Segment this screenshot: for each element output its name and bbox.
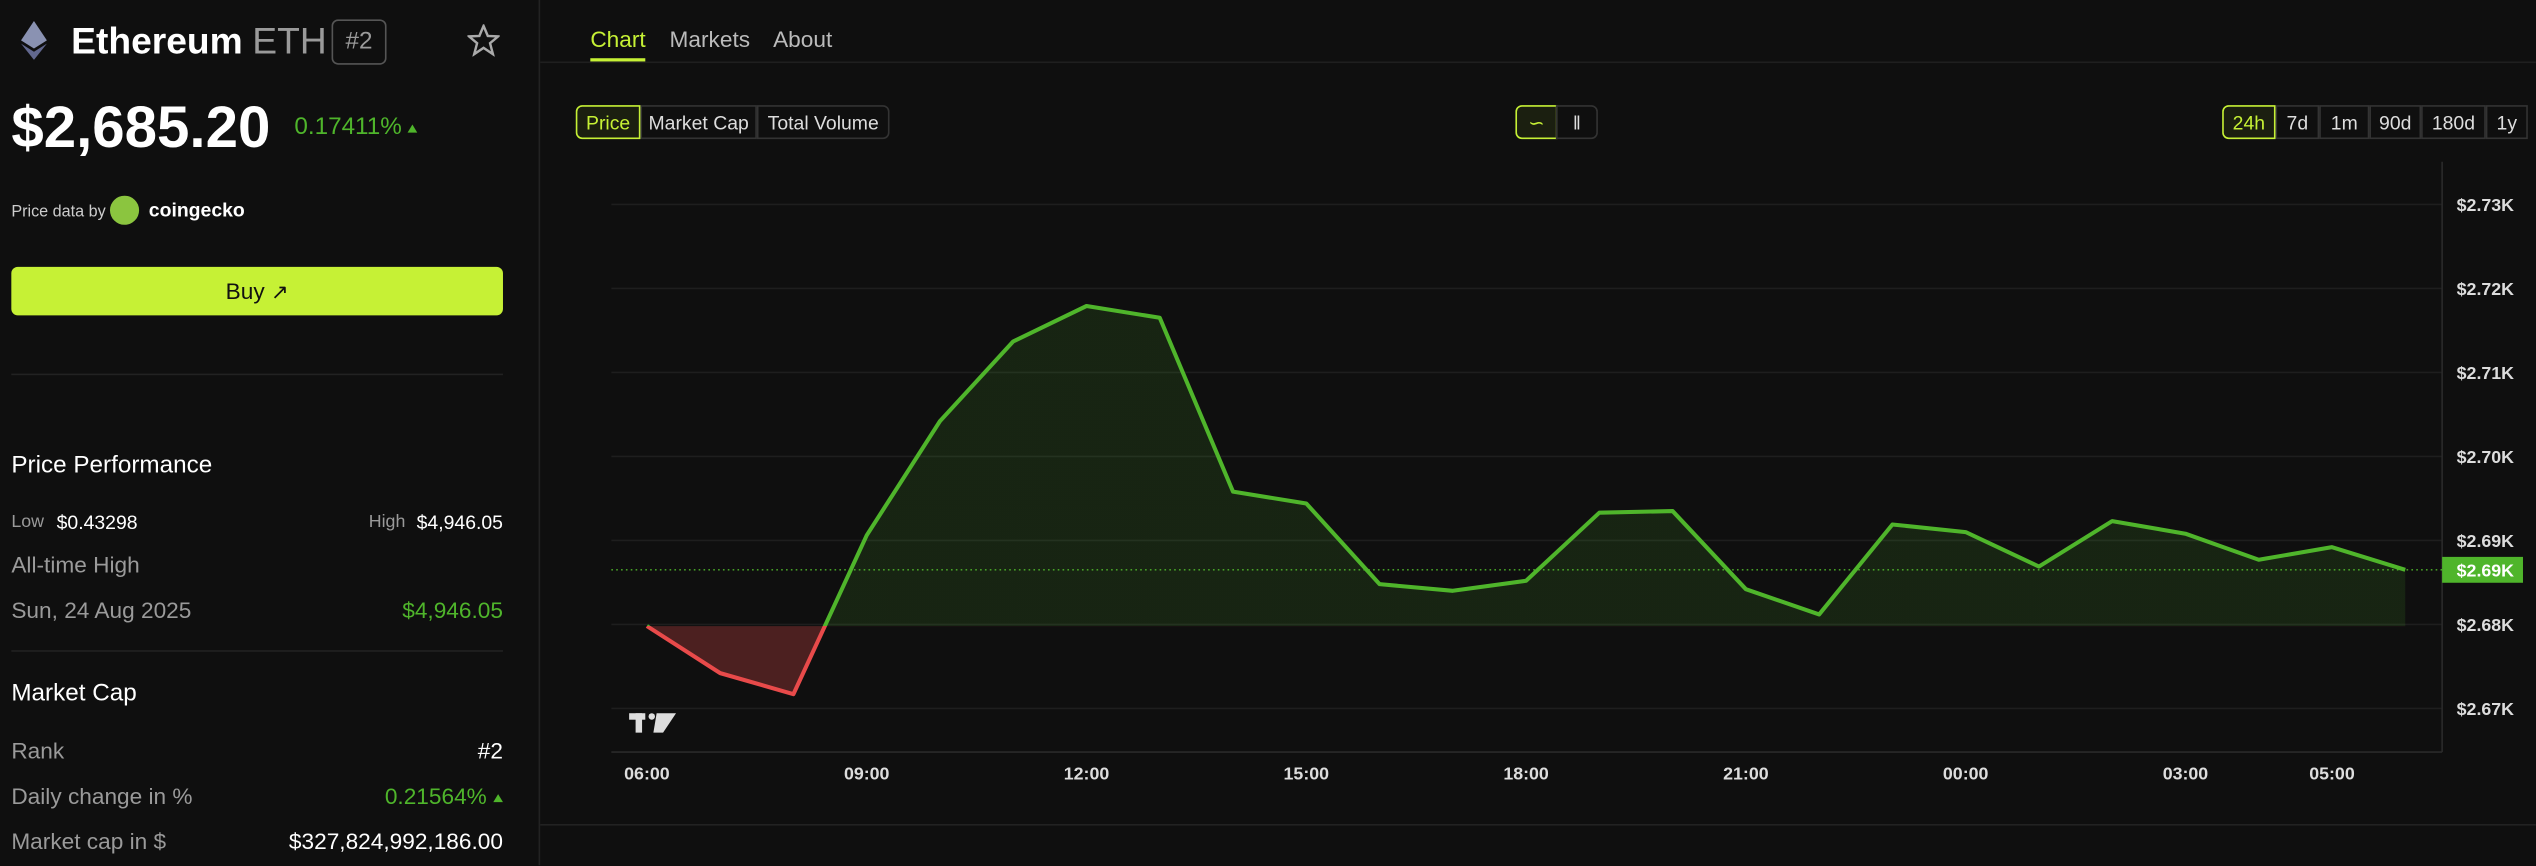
favorite-star[interactable] — [467, 24, 500, 57]
x-tick-label: 09:00 — [844, 764, 890, 784]
y-tick-label: $2.67K — [2457, 699, 2514, 719]
sidebar-border — [538, 0, 541, 866]
range-button[interactable]: 90d — [2369, 105, 2422, 140]
row-label: Market cap in $ — [11, 828, 167, 854]
x-tick-label: 21:00 — [1723, 764, 1769, 784]
tab[interactable]: Markets — [669, 25, 751, 52]
x-tick-label: 06:00 — [624, 764, 670, 784]
source-label: Price data by — [11, 203, 106, 222]
section-title: Price Performance — [11, 451, 213, 479]
high-label: High — [368, 512, 406, 533]
candle-chart-toggle[interactable]: ‖ — [1555, 105, 1598, 140]
x-tick-label: 03:00 — [2163, 764, 2209, 784]
row-value: #2 — [477, 737, 503, 764]
coin-name: Ethereum — [71, 19, 243, 62]
y-tick-label: $2.72K — [2457, 279, 2514, 299]
area — [646, 305, 2406, 695]
tab-underline — [590, 58, 646, 62]
eth-logo — [21, 21, 47, 60]
low-value: $0.43298 — [56, 511, 138, 534]
price-line — [645, 303, 2406, 697]
tab[interactable]: About — [773, 25, 833, 52]
current-price-label: $2.69K — [2457, 560, 2514, 580]
row-value: $327,824,992,186.00 — [288, 828, 503, 854]
metric-button[interactable]: Total Volume — [756, 105, 890, 140]
y-tick-label: $2.70K — [2457, 447, 2514, 467]
y-tick-label: $2.71K — [2457, 363, 2514, 383]
metric-button[interactable]: Price — [575, 105, 641, 140]
coingecko-logo — [109, 195, 140, 225]
x-tick-label: 00:00 — [1943, 764, 1989, 784]
x-tick-label: 05:00 — [2309, 764, 2355, 784]
ath-value: $4,946.05 — [402, 596, 503, 623]
tab[interactable]: Chart — [590, 25, 646, 52]
row-label: Rank — [11, 737, 65, 764]
price-change-value: 0.17411% — [294, 113, 402, 141]
buy-label: Buy — [225, 278, 265, 305]
coin-symbol: ETH — [252, 19, 327, 62]
y-tick-label: $2.73K — [2457, 195, 2514, 215]
y-tick-label: $2.69K — [2457, 531, 2514, 551]
metric-button[interactable]: Market Cap — [640, 105, 757, 140]
range-button[interactable]: 24h — [2222, 105, 2276, 140]
buy-button[interactable]: Buy ↗ — [11, 266, 503, 316]
row-value: 0.21564% — [385, 783, 503, 809]
source-name[interactable]: coingecko — [148, 198, 245, 222]
divider — [11, 650, 503, 652]
x-tick-label: 15:00 — [1284, 764, 1330, 784]
tab-border — [540, 61, 2536, 64]
range-button[interactable]: 1m — [2319, 105, 2370, 140]
row-label: Daily change in % — [11, 782, 193, 809]
divider — [11, 373, 503, 376]
section-title: Market Cap — [11, 679, 137, 707]
range-button[interactable]: 180d — [2421, 105, 2486, 140]
up-arrow — [493, 794, 503, 803]
ath-date: Sun, 24 Aug 2025 — [11, 596, 192, 623]
x-tick-label: 18:00 — [1503, 764, 1549, 784]
tradingview-logo — [629, 713, 677, 733]
price: $2,685.20 — [11, 93, 271, 161]
ath-label: All-time High — [11, 551, 140, 578]
rank-badge: #2 — [331, 19, 387, 65]
range-button[interactable]: 1y — [2485, 105, 2528, 140]
high-value: $4,946.05 — [416, 511, 503, 534]
x-tick-label: 12:00 — [1064, 764, 1110, 784]
y-tick-label: $2.68K — [2457, 615, 2514, 635]
price-change: 0.17411% — [294, 113, 418, 141]
range-button[interactable]: 7d — [2275, 105, 2320, 140]
current-price-badge — [2442, 556, 2523, 583]
low-label: Low — [11, 512, 44, 533]
